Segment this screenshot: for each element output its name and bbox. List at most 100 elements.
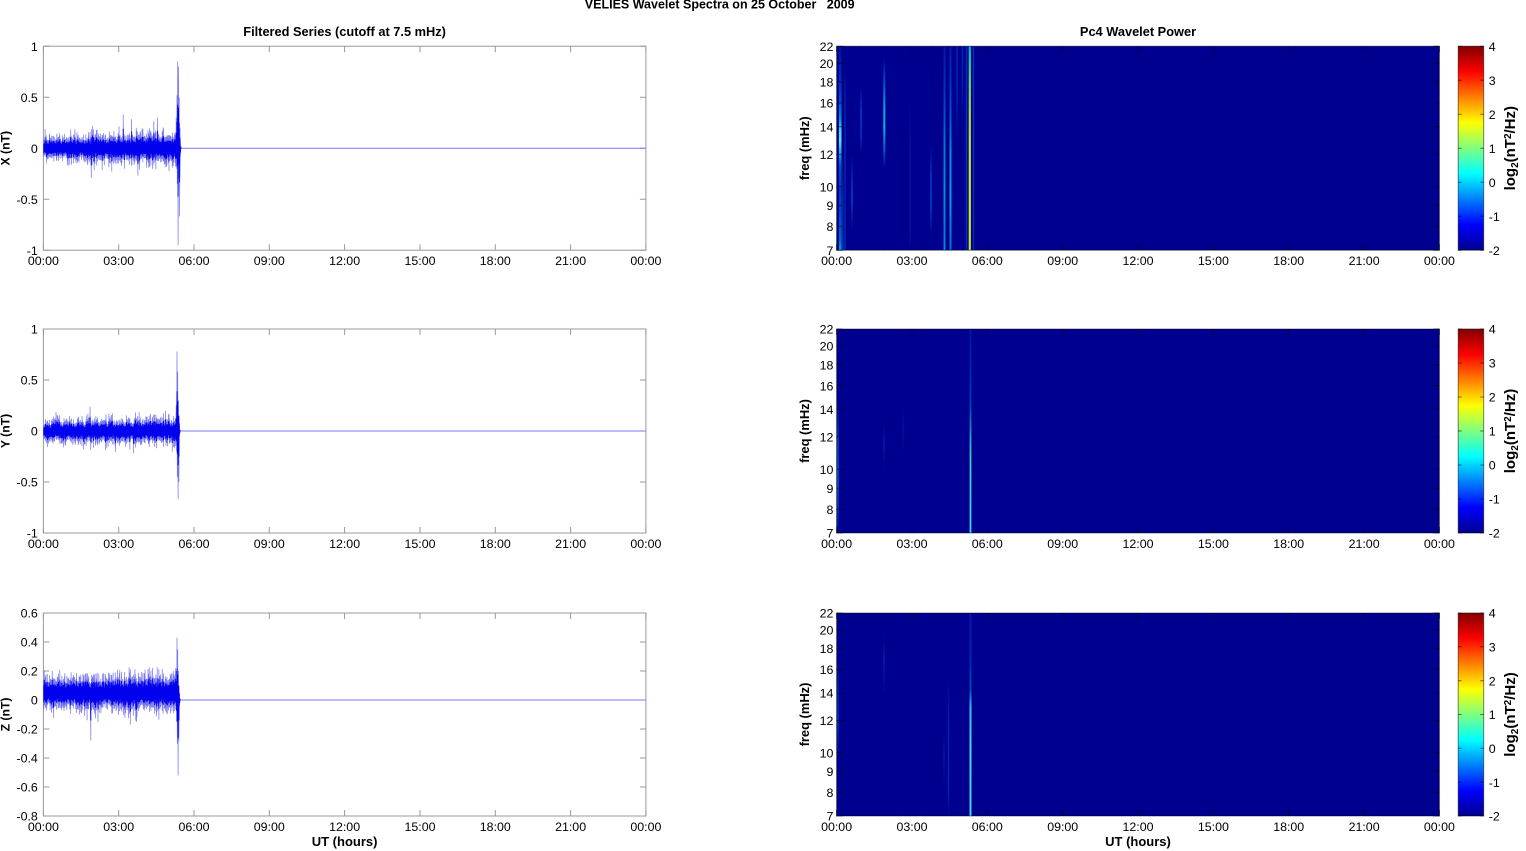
svg-text:06:00: 06:00 [178, 254, 209, 268]
svg-text:1: 1 [31, 40, 38, 54]
svg-text:UT (hours): UT (hours) [1105, 834, 1171, 849]
svg-text:2: 2 [1489, 108, 1496, 122]
svg-text:0.4: 0.4 [21, 636, 38, 650]
svg-text:00:00: 00:00 [821, 254, 852, 268]
svg-text:freq (mHz): freq (mHz) [797, 399, 812, 463]
svg-text:10: 10 [820, 746, 834, 760]
svg-text:2: 2 [1489, 674, 1496, 688]
svg-text:18:00: 18:00 [480, 254, 511, 268]
svg-text:4: 4 [1489, 607, 1496, 621]
svg-text:4: 4 [1489, 40, 1496, 54]
svg-text:18: 18 [820, 358, 834, 372]
svg-text:0: 0 [31, 425, 38, 439]
svg-text:06:00: 06:00 [178, 820, 209, 834]
svg-text:-1: -1 [1489, 493, 1500, 507]
svg-text:14: 14 [820, 403, 834, 417]
svg-text:12:00: 12:00 [329, 537, 360, 551]
svg-text:12:00: 12:00 [1122, 537, 1153, 551]
svg-text:-1: -1 [1489, 776, 1500, 790]
svg-text:1: 1 [1489, 708, 1496, 722]
svg-text:00:00: 00:00 [28, 537, 59, 551]
svg-text:00:00: 00:00 [28, 820, 59, 834]
svg-text:0: 0 [31, 694, 38, 708]
svg-text:-0.5: -0.5 [16, 476, 37, 490]
svg-text:06:00: 06:00 [972, 537, 1003, 551]
svg-text:20: 20 [820, 340, 834, 354]
svg-text:-0.5: -0.5 [16, 193, 37, 207]
svg-text:15:00: 15:00 [404, 254, 435, 268]
svg-text:21:00: 21:00 [555, 254, 586, 268]
svg-text:12: 12 [820, 148, 834, 162]
svg-text:16: 16 [820, 97, 834, 111]
svg-text:2: 2 [1489, 391, 1496, 405]
svg-text:freq (mHz): freq (mHz) [797, 116, 812, 180]
svg-text:16: 16 [820, 379, 834, 393]
svg-text:-0.2: -0.2 [16, 723, 37, 737]
svg-text:7: 7 [826, 810, 833, 824]
svg-text:18: 18 [820, 642, 834, 656]
svg-text:Pc4 Wavelet Power: Pc4 Wavelet Power [1080, 24, 1196, 39]
svg-text:21:00: 21:00 [555, 820, 586, 834]
svg-text:8: 8 [826, 503, 833, 517]
svg-text:9: 9 [826, 199, 833, 213]
svg-text:8: 8 [826, 786, 833, 800]
svg-text:VELIES Wavelet Spectra on 25 O: VELIES Wavelet Spectra on 25 October 200… [585, 0, 855, 11]
svg-text:1: 1 [1489, 425, 1496, 439]
svg-text:06:00: 06:00 [972, 254, 1003, 268]
svg-text:0: 0 [1489, 742, 1496, 756]
svg-text:7: 7 [826, 244, 833, 258]
svg-text:21:00: 21:00 [555, 537, 586, 551]
svg-text:log2(nT2/Hz): log2(nT2/Hz) [1502, 389, 1521, 473]
svg-text:06:00: 06:00 [972, 820, 1003, 834]
svg-text:-2: -2 [1489, 810, 1500, 824]
svg-text:-2: -2 [1489, 244, 1500, 258]
svg-text:12:00: 12:00 [1122, 254, 1153, 268]
svg-text:Y (nT): Y (nT) [0, 414, 12, 448]
svg-text:14: 14 [820, 687, 834, 701]
svg-text:18:00: 18:00 [1273, 820, 1304, 834]
svg-text:-2: -2 [1489, 527, 1500, 541]
svg-text:09:00: 09:00 [1047, 820, 1078, 834]
svg-text:15:00: 15:00 [404, 537, 435, 551]
svg-text:log2(nT2/Hz): log2(nT2/Hz) [1502, 106, 1521, 190]
svg-text:03:00: 03:00 [103, 820, 134, 834]
svg-text:1: 1 [1489, 142, 1496, 156]
svg-text:16: 16 [820, 663, 834, 677]
svg-text:10: 10 [820, 180, 834, 194]
svg-text:4: 4 [1489, 323, 1496, 337]
svg-text:12: 12 [820, 431, 834, 445]
svg-text:21:00: 21:00 [1349, 254, 1380, 268]
svg-text:21:00: 21:00 [1349, 537, 1380, 551]
svg-text:log2(nT2/Hz): log2(nT2/Hz) [1502, 672, 1521, 756]
svg-text:0.5: 0.5 [21, 374, 38, 388]
svg-text:-0.8: -0.8 [16, 810, 37, 824]
svg-text:18:00: 18:00 [1273, 254, 1304, 268]
svg-text:12:00: 12:00 [329, 820, 360, 834]
svg-text:20: 20 [820, 624, 834, 638]
svg-text:00:00: 00:00 [630, 254, 661, 268]
svg-text:20: 20 [820, 57, 834, 71]
svg-text:-0.6: -0.6 [16, 781, 37, 795]
svg-text:22: 22 [820, 40, 834, 54]
svg-text:09:00: 09:00 [254, 254, 285, 268]
svg-text:14: 14 [820, 120, 834, 134]
svg-text:9: 9 [826, 765, 833, 779]
svg-text:03:00: 03:00 [103, 254, 134, 268]
svg-text:3: 3 [1489, 74, 1496, 88]
svg-text:21:00: 21:00 [1349, 820, 1380, 834]
svg-text:03:00: 03:00 [896, 820, 927, 834]
svg-text:09:00: 09:00 [254, 820, 285, 834]
svg-text:0: 0 [31, 142, 38, 156]
svg-text:10: 10 [820, 463, 834, 477]
svg-text:8: 8 [826, 220, 833, 234]
svg-text:09:00: 09:00 [1047, 254, 1078, 268]
svg-text:12: 12 [820, 714, 834, 728]
svg-text:Filtered Series (cutoff at 7.5: Filtered Series (cutoff at 7.5 mHz) [243, 24, 446, 39]
svg-text:18: 18 [820, 76, 834, 90]
svg-text:00:00: 00:00 [630, 537, 661, 551]
svg-text:00:00: 00:00 [28, 254, 59, 268]
svg-text:18:00: 18:00 [1273, 537, 1304, 551]
svg-text:22: 22 [820, 323, 834, 337]
svg-text:03:00: 03:00 [896, 537, 927, 551]
svg-text:03:00: 03:00 [896, 254, 927, 268]
